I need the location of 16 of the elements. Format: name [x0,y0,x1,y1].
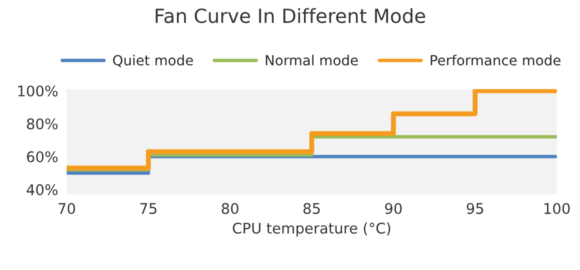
x-tick-label: 75 [140,203,156,214]
y-tick-label: 60% [26,151,58,162]
legend-label: Performance mode [430,54,560,66]
x-tick-label: 90 [385,202,402,214]
y-tick-label: 80% [26,118,58,130]
y-tick-label: 100% [18,85,58,96]
x-tick-label: 100 [544,202,570,214]
legend-label: Quiet mode [113,54,193,68]
x-tick-label: 95 [466,202,484,214]
chart-title: Fan Curve In Different Mode [156,8,426,24]
x-tick-label: 70 [58,202,76,214]
legend-label: Normal mode [266,54,358,66]
y-tick-label: 40% [26,184,58,196]
x-tick-label: 80 [222,202,238,214]
x-axis-title: CPU temperature (°C) [232,222,390,237]
x-tick-label: 85 [303,202,320,214]
